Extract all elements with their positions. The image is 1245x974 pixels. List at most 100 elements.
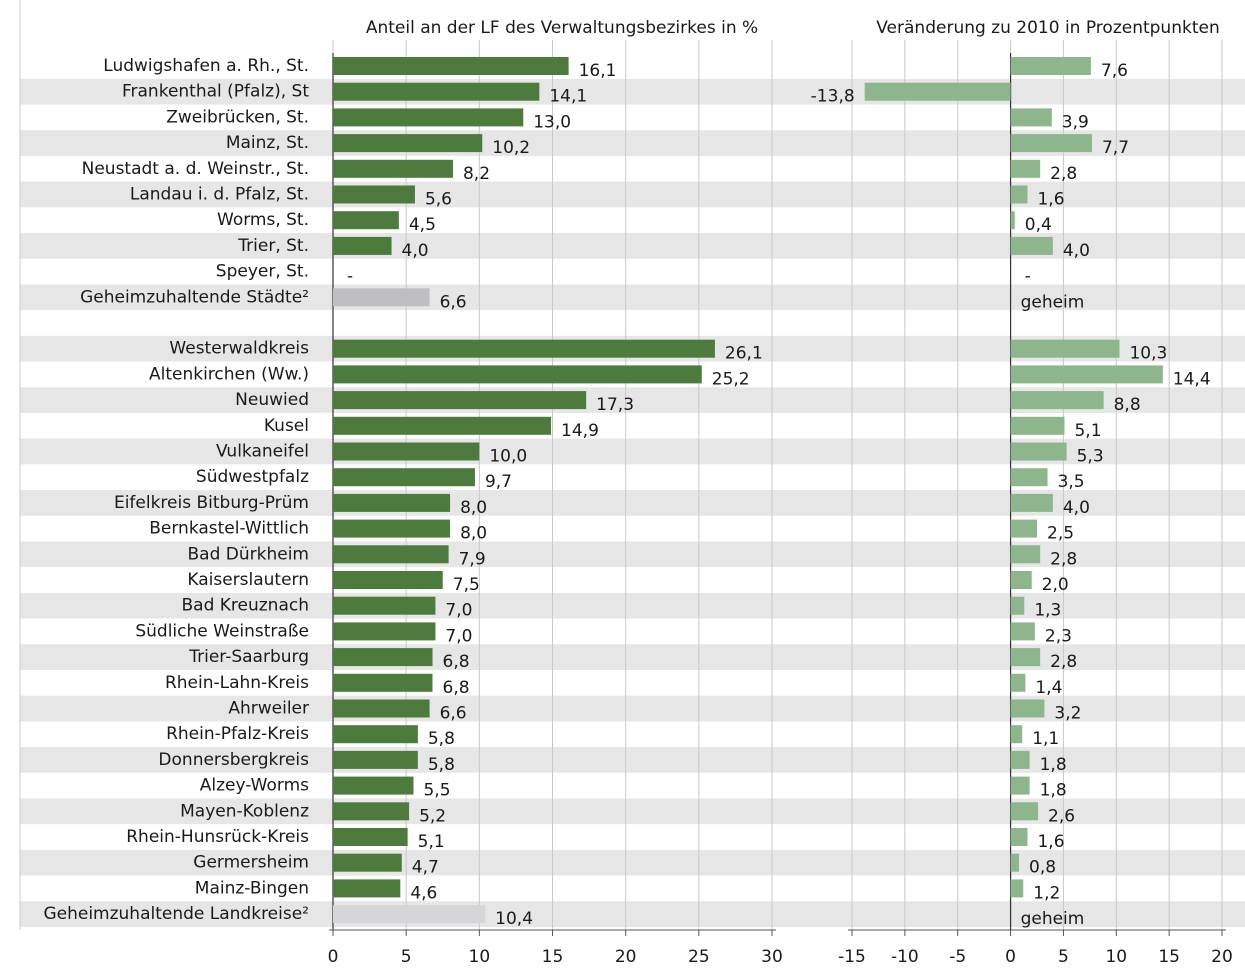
category-label: Bernkastel-Wittlich	[149, 519, 309, 539]
value-label: 0,4	[1025, 215, 1052, 235]
bar	[333, 853, 402, 872]
bar	[333, 185, 415, 204]
category-label: Zweibrücken, St.	[166, 107, 309, 127]
value-label: 2,8	[1050, 164, 1077, 184]
row-band	[20, 78, 1245, 105]
value-label: 5,1	[418, 832, 445, 852]
x-tick-label: 0	[1005, 947, 1016, 967]
value-label: 2,5	[1047, 524, 1074, 544]
bar	[333, 673, 433, 692]
bar	[1010, 442, 1067, 461]
bar	[333, 134, 483, 153]
category-label: Rhein-Pfalz-Kreis	[166, 724, 309, 744]
value-label: 5,3	[1077, 447, 1104, 467]
value-label: 4,0	[1063, 498, 1090, 518]
x-tick-label: -5	[949, 947, 966, 967]
row-band	[20, 849, 1245, 876]
bar	[864, 82, 1011, 101]
value-label: 1,8	[1040, 755, 1067, 775]
bar	[333, 596, 436, 615]
bar	[333, 493, 451, 512]
x-tick-label: -10	[891, 947, 919, 967]
row-band	[20, 233, 1245, 259]
bar	[1010, 750, 1030, 769]
bar	[1010, 879, 1024, 898]
value-label: 9,7	[485, 472, 512, 492]
bar	[1010, 416, 1065, 435]
bar	[333, 82, 540, 101]
x-tick-label: 20	[615, 947, 637, 967]
category-label: Bad Kreuznach	[181, 596, 309, 616]
value-label: 1,4	[1035, 678, 1062, 698]
bar	[333, 416, 552, 435]
category-label: Germersheim	[193, 853, 309, 873]
bar	[333, 468, 475, 487]
bar	[333, 57, 569, 75]
bar	[333, 442, 480, 461]
value-label: 2,3	[1045, 626, 1072, 646]
bar	[333, 776, 414, 795]
category-label: Speyer, St.	[216, 262, 309, 282]
value-label: 1,3	[1034, 601, 1061, 621]
bar	[1010, 493, 1053, 512]
value-label: 8,0	[460, 498, 487, 518]
bar	[1010, 596, 1025, 615]
value-label: 2,6	[1048, 806, 1075, 826]
value-label: 1,6	[1037, 832, 1064, 852]
bar	[1010, 571, 1032, 589]
category-label: Geheimzuhaltende Städte²	[80, 287, 309, 307]
bar	[1010, 236, 1053, 255]
category-label: Rhein-Hunsrück-Kreis	[126, 827, 309, 847]
bar	[1010, 802, 1039, 821]
category-label: Worms, St.	[217, 210, 309, 230]
row-band	[20, 798, 1245, 825]
category-label: Westerwaldkreis	[169, 339, 309, 359]
x-tick-label: 5	[1058, 947, 1069, 967]
bar	[1010, 519, 1037, 538]
category-label: Rhein-Lahn-Kreis	[165, 673, 309, 693]
bar	[333, 391, 587, 410]
category-label: Landau i. d. Pfalz, St.	[130, 185, 309, 205]
x-tick-label: 10	[1105, 947, 1127, 967]
value-label: geheim	[1021, 909, 1085, 929]
bar	[333, 905, 486, 924]
bar	[1010, 339, 1120, 358]
value-label: 6,6	[440, 704, 467, 724]
bar	[333, 159, 453, 178]
value-label: 0,8	[1029, 858, 1056, 878]
value-label: 8,2	[463, 164, 490, 184]
row-band	[20, 747, 1245, 773]
category-label: Neustadt a. d. Weinstr., St.	[82, 159, 309, 179]
value-label: 3,2	[1054, 704, 1081, 724]
value-label: 14,1	[549, 87, 587, 107]
category-label: Südliche Weinstraße	[135, 621, 309, 641]
panel-title: Veränderung zu 2010 in Prozentpunkten	[876, 18, 1219, 38]
bar	[1010, 828, 1028, 846]
value-label: 2,8	[1050, 652, 1077, 672]
value-label: 4,7	[412, 858, 439, 878]
bar	[333, 622, 436, 641]
value-label: -13,8	[811, 87, 855, 107]
value-label: 7,9	[459, 549, 486, 569]
category-label: Mainz, St.	[226, 133, 309, 153]
value-label: 7,5	[453, 575, 480, 595]
bar	[1010, 673, 1026, 692]
category-label: Südwestpfalz	[196, 467, 309, 487]
value-label: -	[347, 267, 353, 287]
bar	[1010, 699, 1045, 718]
value-label: 6,8	[443, 652, 470, 672]
value-label: 10,0	[489, 447, 527, 467]
bar	[333, 648, 433, 667]
row-band	[20, 644, 1245, 670]
value-label: 1,6	[1037, 190, 1064, 210]
category-label: Donnersbergkreis	[158, 750, 309, 770]
value-label: -	[1025, 267, 1031, 287]
bar	[1010, 622, 1035, 641]
value-label: 7,0	[445, 601, 472, 621]
value-label: 5,8	[428, 729, 455, 749]
bar	[1010, 185, 1028, 204]
bar	[333, 879, 401, 898]
category-label: Ahrweiler	[228, 699, 309, 719]
bar	[1010, 211, 1015, 230]
